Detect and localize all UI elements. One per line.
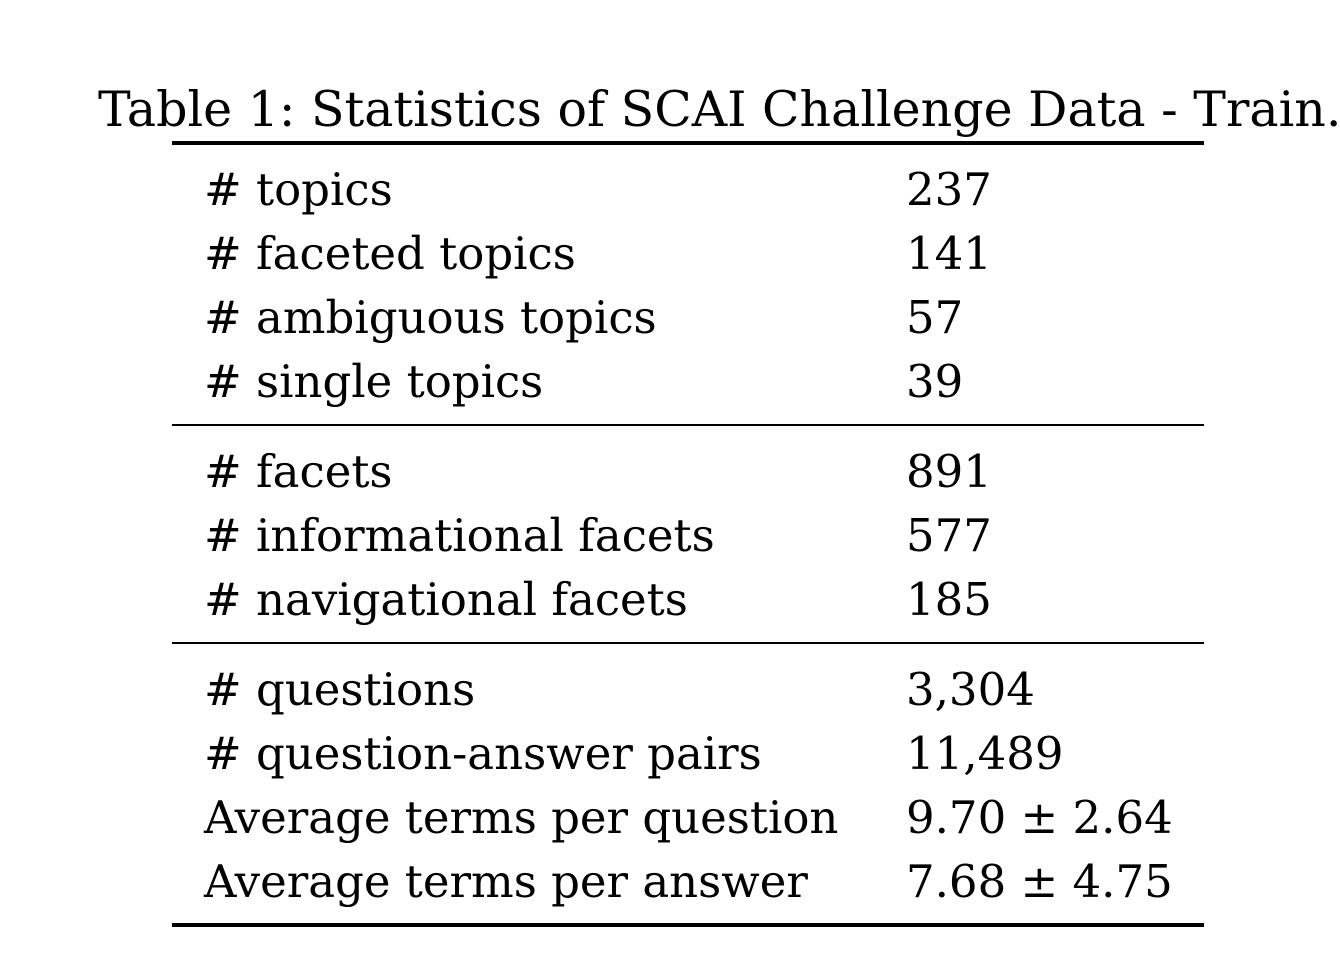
row-value: 39 — [906, 355, 964, 408]
row-label: Average terms per answer — [204, 855, 808, 908]
table-row: Average terms per question 9.70 ± 2.64 — [172, 786, 1204, 850]
table-row: # informational facets 577 — [172, 504, 1204, 568]
row-value: 237 — [906, 163, 992, 216]
row-value: 3,304 — [906, 663, 1035, 716]
table-row: # navigational facets 185 — [172, 568, 1204, 632]
row-label: # questions — [204, 663, 476, 716]
row-label: # informational facets — [204, 509, 715, 562]
row-value: 141 — [906, 227, 992, 280]
row-value: 9.70 ± 2.64 — [906, 791, 1173, 844]
row-value: 891 — [906, 445, 992, 498]
row-value: 11,489 — [906, 727, 1064, 780]
table-row: # topics 237 — [172, 158, 1204, 222]
table-row: # facets 891 — [172, 440, 1204, 504]
table-caption: Table 1: Statistics of SCAI Challenge Da… — [98, 81, 1340, 138]
table-row: # single topics 39 — [172, 350, 1204, 414]
row-value: 577 — [906, 509, 992, 562]
row-label: # facets — [204, 445, 393, 498]
row-value: 7.68 ± 4.75 — [906, 855, 1173, 908]
row-label: # single topics — [204, 355, 544, 408]
table-row: # questions 3,304 — [172, 658, 1204, 722]
row-label: Average terms per question — [204, 791, 839, 844]
row-label: # ambiguous topics — [204, 291, 657, 344]
table-row: # ambiguous topics 57 — [172, 286, 1204, 350]
group-separator-rule — [172, 642, 1204, 644]
row-value: 185 — [906, 573, 992, 626]
table-row: Average terms per answer 7.68 ± 4.75 — [172, 850, 1204, 914]
row-label: # question-answer pairs — [204, 727, 762, 780]
row-label: # topics — [204, 163, 393, 216]
bottom-rule — [172, 923, 1204, 927]
row-value: 57 — [906, 291, 964, 344]
group-separator-rule — [172, 424, 1204, 426]
table-row: # faceted topics 141 — [172, 222, 1204, 286]
row-label: # navigational facets — [204, 573, 688, 626]
row-label: # faceted topics — [204, 227, 576, 280]
table-row: # question-answer pairs 11,489 — [172, 722, 1204, 786]
top-rule — [172, 141, 1204, 145]
